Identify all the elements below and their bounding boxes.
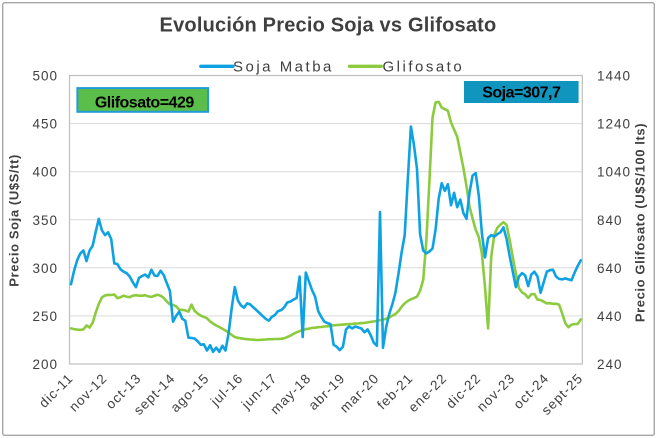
svg-text:Precio Soja (U$S/tt): Precio Soja (U$S/tt) [7, 154, 22, 287]
svg-text:350: 350 [32, 213, 58, 228]
svg-text:1440: 1440 [597, 69, 631, 84]
svg-text:240: 240 [597, 357, 623, 372]
svg-text:1040: 1040 [597, 165, 631, 180]
svg-text:Soja=307,7: Soja=307,7 [482, 85, 561, 102]
svg-text:440: 440 [597, 309, 623, 324]
svg-text:Glifosato: Glifosato [383, 58, 465, 75]
svg-text:Glifosato=429: Glifosato=429 [95, 94, 194, 111]
svg-text:Soja Matba: Soja Matba [233, 58, 334, 75]
svg-text:200: 200 [32, 357, 58, 372]
svg-text:300: 300 [32, 261, 58, 276]
svg-text:500: 500 [32, 69, 58, 84]
svg-text:Precio Glifosato (U$S/100 lts): Precio Glifosato (U$S/100 lts) [633, 123, 648, 322]
svg-text:840: 840 [597, 213, 623, 228]
svg-text:Evolución Precio Soja vs Glifo: Evolución Precio Soja vs Glifosato [160, 15, 497, 37]
svg-text:1240: 1240 [597, 117, 631, 132]
svg-text:640: 640 [597, 261, 623, 276]
svg-text:400: 400 [32, 165, 58, 180]
svg-text:250: 250 [32, 309, 58, 324]
svg-text:450: 450 [32, 117, 58, 132]
